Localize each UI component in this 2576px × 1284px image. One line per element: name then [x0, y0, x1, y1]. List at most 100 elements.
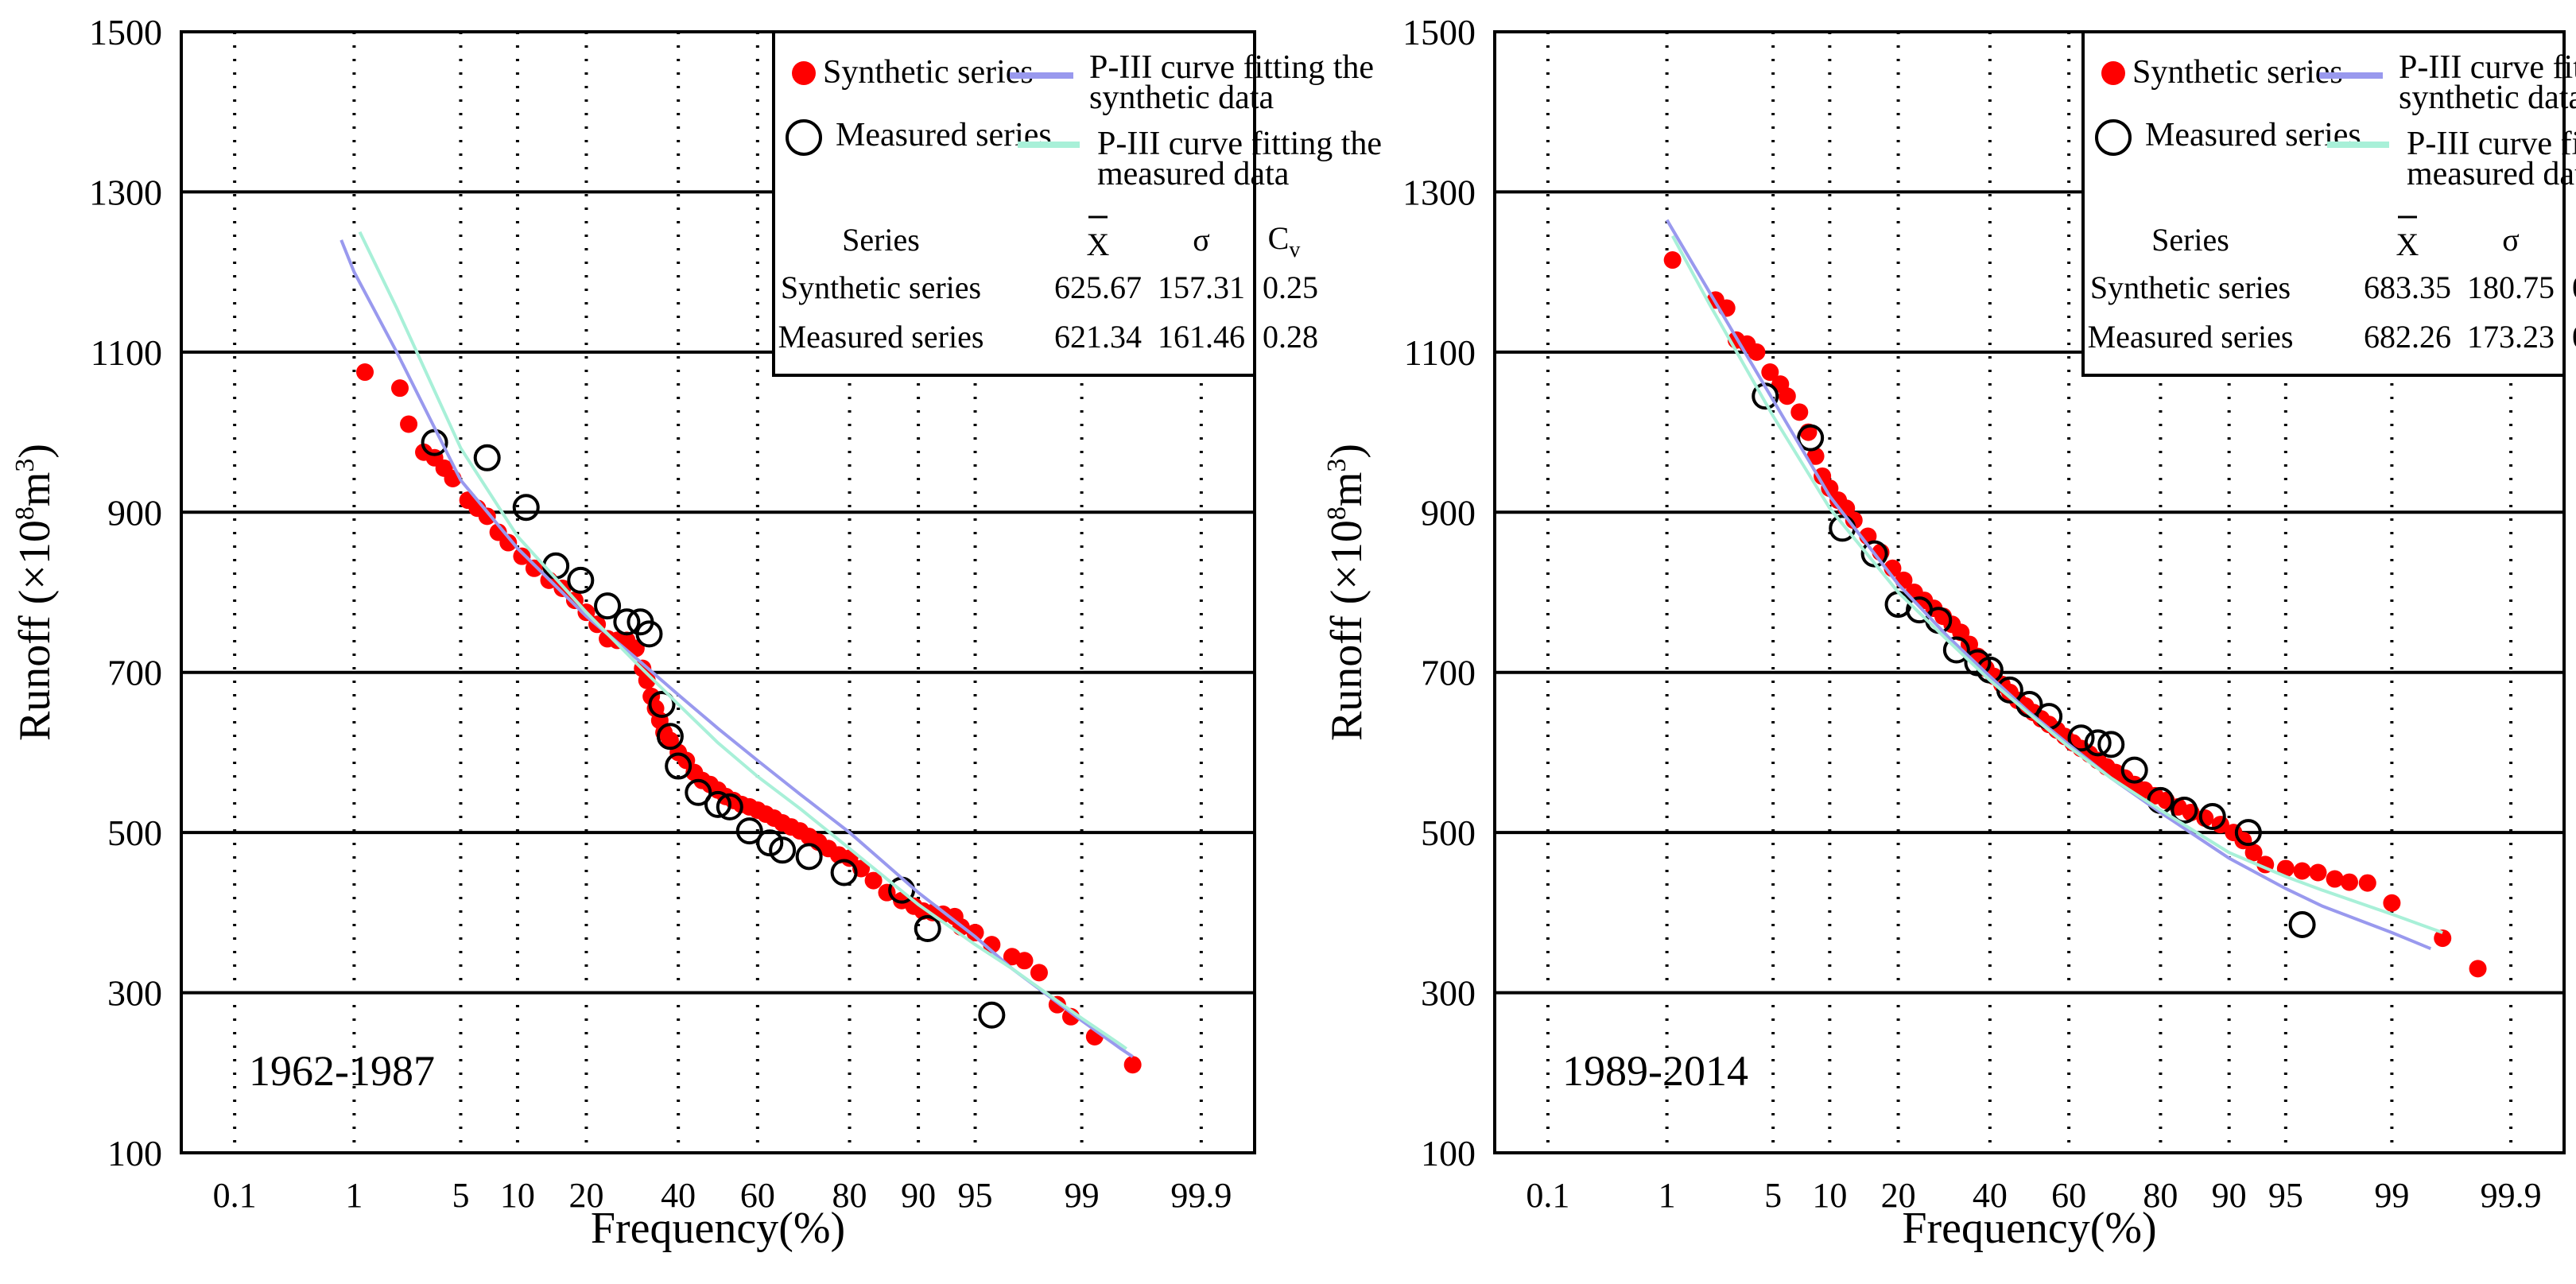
- legend-curve-synthetic-label-1: P-III curve fitting the: [1089, 49, 1374, 86]
- measured-point: [769, 836, 797, 864]
- synthetic-point: [2358, 874, 2376, 892]
- y-tick-label: 900: [1421, 492, 1476, 533]
- y-tick-label: 1100: [91, 332, 162, 373]
- stats-row-mean: 683.35: [2364, 270, 2451, 305]
- stats-row-sigma: 173.23: [2467, 319, 2555, 355]
- y-tick-label: 100: [1421, 1133, 1476, 1173]
- synthetic-point: [2276, 859, 2295, 878]
- synthetic-point: [2293, 862, 2311, 880]
- stats-row-sigma: 157.31: [1158, 270, 1245, 305]
- synthetic-point: [2326, 870, 2344, 888]
- legend-measured-marker: [2095, 119, 2132, 156]
- legend-box: Synthetic series Measured series P-III cur…: [2081, 30, 2576, 377]
- x-axis-label: Frequency(%): [1902, 1204, 2156, 1253]
- y-tick-label: 900: [107, 492, 162, 533]
- p-iii-curve-fitting-the-measured-data-line: [358, 231, 1127, 1050]
- measured-point: [512, 494, 540, 522]
- legend-curve-measured-label-2: measured data: [1097, 156, 1290, 192]
- legend-curve-synthetic-label-1: P-III curve fitting the: [2399, 49, 2576, 86]
- y-tick-label: 100: [107, 1133, 162, 1173]
- x-tick-label: 80: [832, 1176, 867, 1215]
- y-axis-label-superscript: 8: [1322, 506, 1352, 520]
- stats-row-sigma: 161.46: [1158, 319, 1245, 355]
- x-tick-label: 99: [1065, 1176, 1100, 1215]
- stats-row-cv: 0.25: [1263, 270, 1318, 305]
- synthetic-point: [499, 533, 518, 552]
- left-chart-panel: 100 300 500 700 900 1100 1300 1500 0.1 1 5 10 20 40 60…: [10, 12, 1382, 1253]
- synthetic-point: [2340, 873, 2358, 891]
- synthetic-point: [1778, 387, 1796, 405]
- legend-curve-measured-label-1: P-III curve fitting the: [1097, 126, 1382, 162]
- measured-point: [716, 793, 743, 820]
- y-axis-label: Runoff (×108m3): [1322, 444, 1371, 741]
- stats-row-sigma: 180.75: [2467, 270, 2555, 305]
- x-tick-label: 40: [1973, 1176, 2008, 1215]
- plot-frame: [1493, 30, 2566, 1154]
- plot-frame: [180, 30, 1256, 1154]
- legend-measured-label: Measured series: [836, 117, 1052, 153]
- measured-point: [613, 608, 641, 636]
- x-tick-label: 10: [1812, 1176, 1847, 1215]
- y-tick-label: 1100: [1404, 332, 1476, 373]
- stats-header-mean: X: [2396, 227, 2419, 262]
- measured-point: [1860, 540, 1888, 568]
- y-axis-label-unit: m: [1322, 472, 1371, 507]
- measured-point: [2171, 796, 2198, 824]
- synthetic-point: [400, 415, 418, 433]
- legend-frame: [2081, 30, 2566, 377]
- x-tick-label: 90: [2212, 1176, 2247, 1215]
- measured-point: [594, 592, 622, 620]
- stats-row-cv: 0.28: [1263, 319, 1318, 355]
- legend-box: Synthetic series Measured series P-III cur…: [772, 30, 1382, 377]
- x-tick-label: 99.9: [1170, 1176, 1232, 1215]
- synthetic-point: [1845, 511, 1863, 530]
- stats-row-mean: 625.67: [1054, 270, 1142, 305]
- synthetic-point: [478, 507, 496, 526]
- synthetic-point: [2469, 960, 2487, 978]
- right-chart-panel: 100 300 500 700 900 1100 1300 1500 0.1 1 5 10 20 40 60…: [1322, 12, 2576, 1253]
- synthetic-point: [1790, 403, 1809, 421]
- stats-header-cv: Cv: [1268, 220, 1301, 262]
- measured-point: [685, 778, 712, 806]
- y-tick-label: 1500: [89, 12, 162, 52]
- y-axis-label-superscript: 3: [1322, 459, 1352, 472]
- stats-header-mean: X: [1087, 227, 1110, 262]
- synthetic-point: [1748, 343, 1766, 361]
- stats-header-sigma: σ: [1193, 222, 1210, 258]
- y-tick-label: 300: [1421, 973, 1476, 1014]
- x-axis-label: Frequency(%): [591, 1204, 845, 1253]
- y-tick-label: 1500: [1402, 12, 1476, 52]
- stats-header-cv-subscript: v: [1289, 238, 1300, 262]
- measured-point: [567, 566, 595, 594]
- measured-point: [830, 859, 858, 886]
- synthetic-point: [864, 871, 883, 890]
- synthetic-point: [513, 547, 531, 565]
- stats-row-series: Synthetic series: [2090, 270, 2291, 305]
- x-tick-label: 95: [2268, 1176, 2303, 1215]
- measured-point: [795, 843, 823, 871]
- stats-header-sigma: σ: [2502, 222, 2520, 258]
- stats-header-cv-letter: C: [1268, 220, 1290, 256]
- y-axis-label-superscript: 8: [10, 506, 40, 520]
- legend-frame: [772, 30, 1256, 377]
- y-tick-label: 500: [107, 813, 162, 853]
- legend-synthetic-marker: [2101, 61, 2125, 85]
- y-axis-label-text: Runoff (×10: [1322, 520, 1371, 741]
- x-tick-label: 20: [568, 1176, 603, 1215]
- measured-point: [914, 915, 941, 942]
- stats-row-series: Measured series: [778, 319, 984, 355]
- stats-row-cv: 0.24: [2572, 270, 2576, 305]
- synthetic-point: [2309, 863, 2327, 882]
- measured-point: [2120, 756, 2148, 784]
- x-tick-label: 80: [2143, 1176, 2178, 1215]
- x-tick-label: 1: [345, 1176, 363, 1215]
- synthetic-point: [1123, 1056, 1142, 1074]
- synthetic-point: [391, 379, 409, 398]
- x-tick-label: 5: [452, 1176, 469, 1215]
- measured-point: [1996, 676, 2023, 704]
- measured-point: [2067, 724, 2095, 752]
- legend-synthetic-label: Synthetic series: [2132, 54, 2343, 91]
- y-axis-label-close: ): [10, 444, 60, 459]
- x-tick-label: 1: [1658, 1176, 1676, 1215]
